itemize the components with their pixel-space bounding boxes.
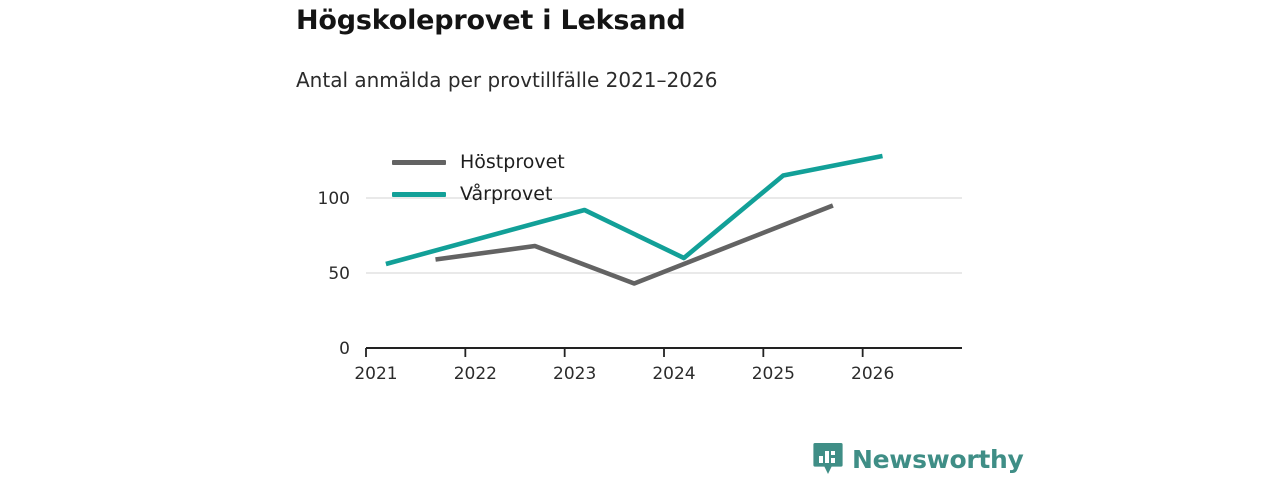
legend-swatch-hostprovet (392, 159, 446, 165)
page-subtitle: Antal anmälda per provtillfälle 2021–202… (296, 67, 718, 92)
x-tick-label: 2025 (752, 364, 795, 384)
bar-chart-bubble-icon (813, 442, 843, 476)
legend-item-varprovet[interactable]: Vårprovet (392, 178, 565, 210)
line-chart: 0 50 100 2021 2022 2023 2024 2025 2026 (318, 153, 962, 384)
legend-label-varprovet: Vårprovet (460, 182, 553, 205)
x-tick-label: 2021 (354, 364, 397, 384)
legend-label-hostprovet: Höstprovet (460, 150, 565, 173)
series-line-höstprovet (435, 203, 834, 286)
x-tick-label: 2026 (851, 364, 894, 384)
legend-item-hostprovet[interactable]: Höstprovet (392, 146, 565, 178)
newsworthy-logo[interactable]: Newsworthy (813, 442, 1024, 476)
x-tick-label: 2024 (652, 364, 695, 384)
y-tick-label: 0 (339, 339, 350, 359)
x-tick-label: 2022 (454, 364, 497, 384)
chart-header: Högskoleprovet i Leksand Antal anmälda p… (296, 0, 717, 92)
chart-legend: Höstprovet Vårprovet (392, 146, 565, 210)
page-title: Högskoleprovet i Leksand (296, 5, 686, 36)
y-tick-label: 50 (328, 264, 350, 284)
x-tick-label: 2023 (553, 364, 596, 384)
brand-name: Newsworthy (852, 444, 1024, 474)
legend-swatch-varprovet (392, 191, 446, 197)
y-tick-label: 100 (318, 189, 350, 209)
chart-plot-area: 0 50 100 2021 2022 2023 2024 2025 2026 (318, 153, 962, 384)
series-line-vårprovet (385, 153, 883, 267)
